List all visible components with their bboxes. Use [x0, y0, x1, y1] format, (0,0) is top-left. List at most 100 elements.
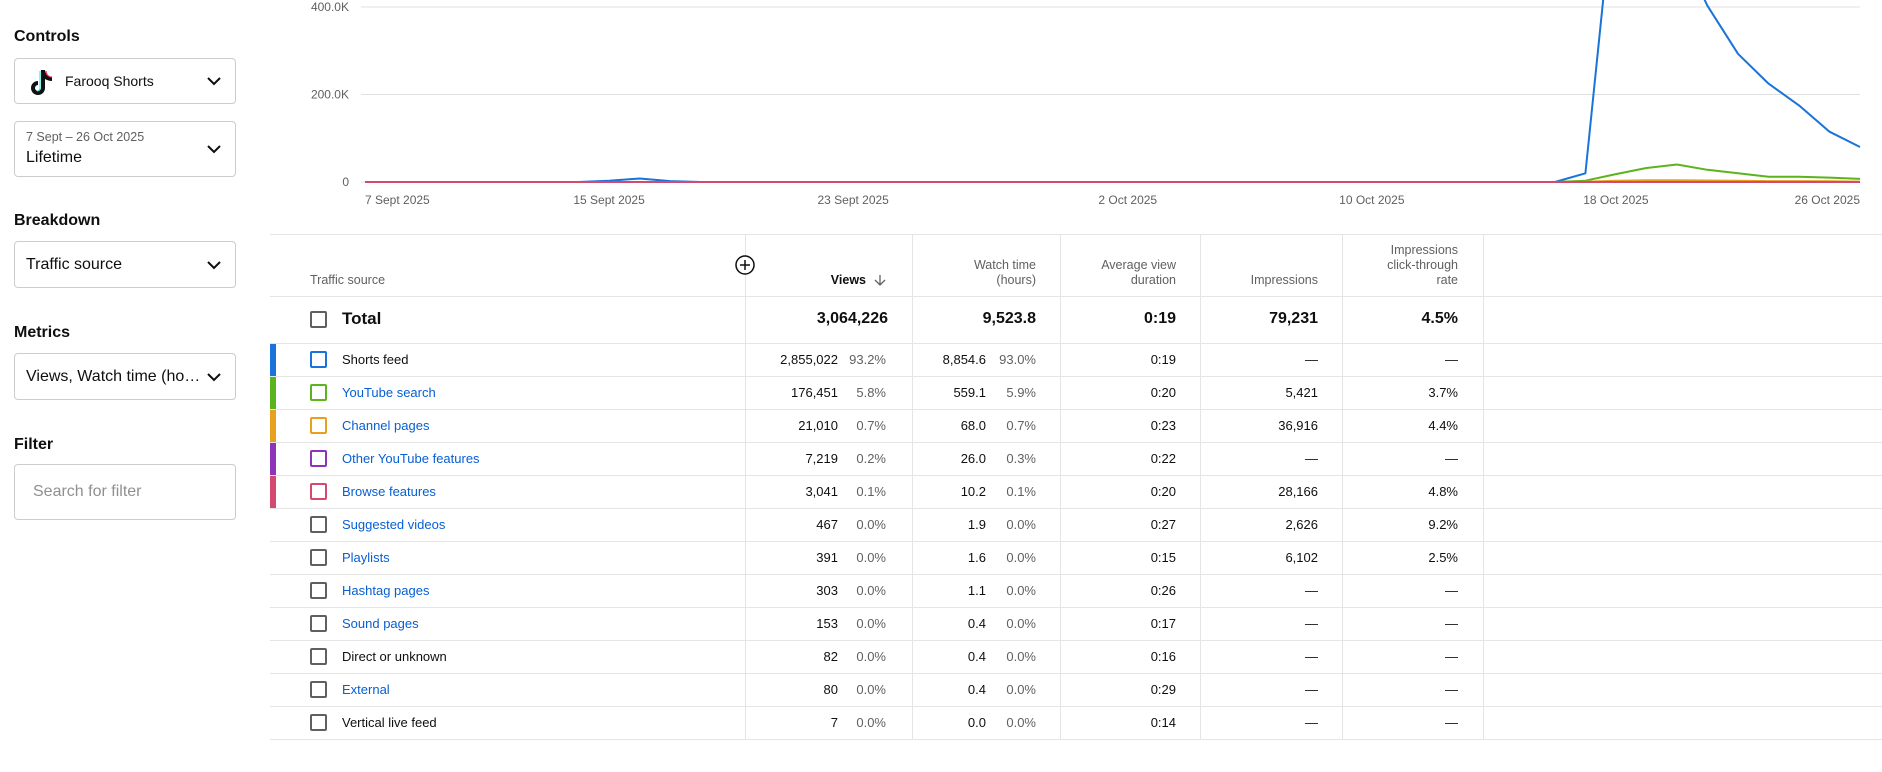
breakdown-select[interactable]: Traffic source: [14, 241, 236, 288]
y-tick-label: 400.0K: [311, 0, 349, 14]
value-cell: 0:17: [1150, 616, 1176, 631]
column-divider: [1342, 234, 1343, 739]
percent-cell: 0.0%: [1006, 715, 1036, 730]
value-cell: —: [1445, 649, 1458, 664]
value-cell: 0.4: [967, 649, 986, 664]
column-divider: [1200, 234, 1201, 739]
percent-cell: 0.0%: [1006, 517, 1036, 532]
value-cell: 5,421: [1285, 385, 1318, 400]
total-value: 4.5%: [1421, 310, 1458, 327]
value-cell: —: [1305, 451, 1318, 466]
source-link[interactable]: Hashtag pages: [342, 583, 430, 598]
value-cell: 1.6: [967, 550, 986, 565]
checkbox[interactable]: [310, 311, 327, 328]
value-cell: —: [1305, 352, 1318, 367]
date-select[interactable]: 7 Sept – 26 Oct 2025 Lifetime: [14, 121, 236, 177]
checkbox[interactable]: [310, 648, 327, 665]
checkbox[interactable]: [310, 351, 327, 368]
metrics-label: Metrics: [14, 324, 71, 341]
series-color-bar: [270, 476, 276, 508]
value-cell: —: [1305, 616, 1318, 631]
percent-cell: 0.7%: [856, 418, 886, 433]
source-link[interactable]: Browse features: [342, 484, 436, 499]
value-cell: —: [1445, 583, 1458, 598]
source-name: Shorts feed: [342, 352, 409, 367]
checkbox[interactable]: [310, 450, 327, 467]
percent-cell: 93.0%: [999, 352, 1036, 367]
total-value: 3,064,226: [816, 310, 888, 327]
value-cell: 6,102: [1285, 550, 1318, 565]
series-color-bar: [270, 410, 276, 442]
value-cell: 0.0: [967, 715, 986, 730]
value-cell: 0:14: [1150, 715, 1176, 730]
source-link[interactable]: Suggested videos: [342, 517, 446, 532]
y-tick-label: 200.0K: [311, 88, 349, 102]
column-divider: [1060, 234, 1061, 739]
value-cell: 153: [816, 616, 838, 631]
source-link[interactable]: Channel pages: [342, 418, 430, 433]
value-cell: 7: [830, 715, 838, 730]
series-color-bar: [270, 377, 276, 409]
value-cell: 0:15: [1150, 550, 1176, 565]
row-border: [270, 376, 1882, 377]
x-tick-label: 10 Oct 2025: [1339, 193, 1405, 207]
value-cell: —: [1445, 682, 1458, 697]
value-cell: 0:29: [1150, 682, 1176, 697]
row-border: [270, 343, 1882, 344]
header-traffic-source: Traffic source: [310, 273, 386, 287]
column-header[interactable]: Views: [830, 273, 866, 287]
percent-cell: 0.0%: [856, 715, 886, 730]
filter-placeholder: Search for filter: [33, 483, 142, 500]
value-cell: 10.2: [960, 484, 986, 499]
chevron: [207, 260, 221, 269]
value-cell: 9.2%: [1428, 517, 1458, 532]
channel-select[interactable]: Farooq Shorts: [14, 58, 236, 104]
value-cell: 0:26: [1150, 583, 1176, 598]
row-border: [270, 442, 1882, 443]
checkbox[interactable]: [310, 384, 327, 401]
percent-cell: 0.1%: [1006, 484, 1036, 499]
value-cell: 3,041: [805, 484, 838, 499]
value-cell: —: [1305, 715, 1318, 730]
percent-cell: 93.2%: [849, 352, 886, 367]
percent-cell: 0.0%: [1006, 550, 1036, 565]
row-border: [270, 706, 1882, 707]
x-tick-label: 15 Sept 2025: [573, 193, 645, 207]
row-border: [270, 508, 1882, 509]
series-color-bar: [270, 443, 276, 475]
value-cell: 2,626: [1285, 517, 1318, 532]
source-link[interactable]: Playlists: [342, 550, 390, 565]
percent-cell: 5.9%: [1006, 385, 1036, 400]
checkbox[interactable]: [310, 681, 327, 698]
checkbox[interactable]: [310, 549, 327, 566]
metrics-select[interactable]: Views, Watch time (ho…: [14, 353, 236, 400]
chevron: [207, 145, 221, 154]
value-cell: 0:19: [1150, 352, 1176, 367]
checkbox[interactable]: [310, 714, 327, 731]
source-link[interactable]: Other YouTube features: [342, 451, 480, 466]
tiktok-icon: [31, 70, 53, 95]
filter-input[interactable]: Search for filter: [14, 464, 236, 520]
sort-arrow: [874, 275, 886, 286]
checkbox[interactable]: [310, 417, 327, 434]
series-color-bar: [270, 344, 276, 376]
value-cell: 82: [823, 649, 838, 664]
checkbox[interactable]: [310, 483, 327, 500]
checkbox[interactable]: [310, 582, 327, 599]
x-tick-label: 23 Sept 2025: [817, 193, 889, 207]
source-name: Direct or unknown: [342, 649, 447, 664]
source-link[interactable]: YouTube search: [342, 385, 436, 400]
chart: 0 200.0K 400.0K 7 Sept 2025 15 Sept 2025 23 S…: [311, 0, 1861, 207]
source-link[interactable]: Sound pages: [342, 616, 419, 631]
row-border: [270, 409, 1882, 410]
total-value: 9,523.8: [982, 310, 1036, 327]
value-cell: —: [1305, 583, 1318, 598]
percent-cell: 0.0%: [1006, 616, 1036, 631]
checkbox[interactable]: [310, 516, 327, 533]
total-value: 0:19: [1143, 310, 1176, 327]
percent-cell: 0.7%: [1006, 418, 1036, 433]
source-link[interactable]: External: [342, 682, 390, 697]
value-cell: 559.1: [953, 385, 986, 400]
checkbox[interactable]: [310, 615, 327, 632]
